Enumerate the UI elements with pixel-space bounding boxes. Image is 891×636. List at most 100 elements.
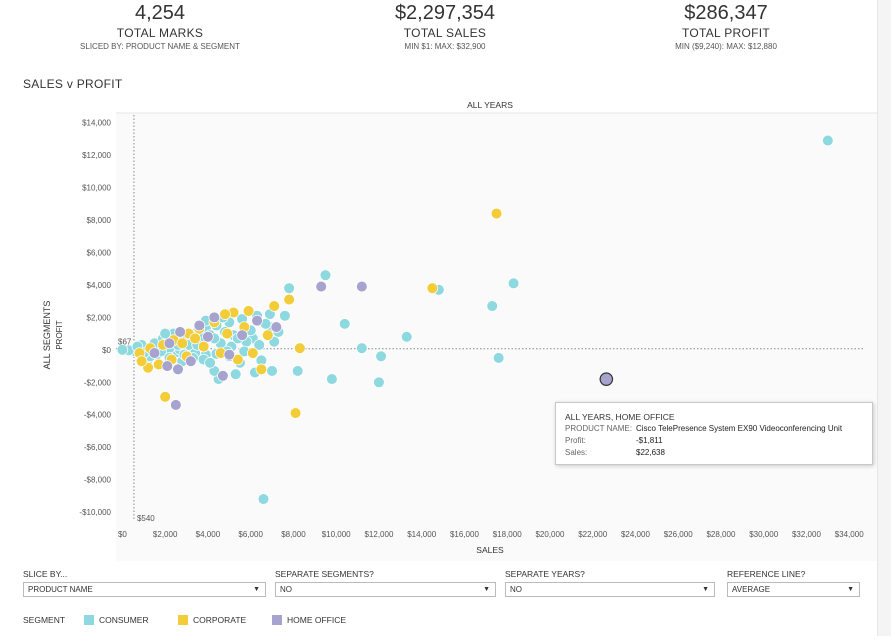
data-point-corporate[interactable] bbox=[283, 293, 295, 306]
data-point-home-office[interactable] bbox=[172, 363, 184, 376]
legend-label-home-office: HOME OFFICE bbox=[287, 615, 347, 625]
chart-title: SALES v PROFIT bbox=[23, 77, 123, 91]
data-point-consumer[interactable] bbox=[229, 368, 242, 380]
data-point-corporate[interactable] bbox=[197, 340, 210, 353]
kpi-total-sales: $2,297,354 TOTAL SALES MIN $1: MAX: $32,… bbox=[315, 0, 575, 53]
x-tick-label: $0 bbox=[118, 530, 127, 539]
data-point-home-office[interactable] bbox=[193, 319, 206, 332]
data-point-consumer[interactable] bbox=[375, 350, 387, 363]
tooltip-product-label: PRODUCT NAME: bbox=[565, 424, 632, 433]
data-point-consumer[interactable] bbox=[373, 376, 385, 389]
data-point-consumer[interactable] bbox=[326, 373, 338, 385]
separate-segments-control: SEPARATE SEGMENTS? NO ▼ bbox=[275, 569, 496, 597]
data-point-corporate[interactable] bbox=[176, 337, 189, 350]
data-point-consumer[interactable] bbox=[338, 318, 351, 330]
slice-by-label: SLICE BY... bbox=[23, 569, 68, 579]
highlighted-data-point[interactable] bbox=[599, 372, 614, 386]
data-point-home-office[interactable] bbox=[163, 337, 176, 350]
data-point-home-office[interactable] bbox=[148, 347, 161, 359]
separate-years-select[interactable]: NO ▼ bbox=[505, 582, 715, 597]
scrollbar[interactable] bbox=[877, 0, 891, 636]
data-point-consumer[interactable] bbox=[116, 344, 129, 356]
kpi-total-marks-label: TOTAL MARKS bbox=[116, 26, 204, 40]
data-point-consumer[interactable] bbox=[159, 327, 171, 340]
data-point-consumer[interactable] bbox=[266, 365, 278, 377]
data-point-corporate[interactable] bbox=[294, 342, 306, 354]
data-point-consumer[interactable] bbox=[283, 282, 295, 294]
data-point-consumer[interactable] bbox=[400, 331, 413, 343]
y-tick-label: $0 bbox=[102, 346, 111, 355]
data-point-corporate[interactable] bbox=[159, 391, 171, 403]
data-point-home-office[interactable] bbox=[270, 321, 283, 333]
data-point-consumer[interactable] bbox=[492, 352, 505, 364]
data-point-home-office[interactable] bbox=[185, 355, 197, 367]
data-point-consumer[interactable] bbox=[279, 310, 291, 322]
data-point-home-office[interactable] bbox=[356, 280, 368, 293]
y-tick-label: $4,000 bbox=[87, 281, 112, 290]
data-point-corporate[interactable] bbox=[255, 363, 268, 376]
y-tick-label: $10,000 bbox=[82, 184, 111, 193]
data-point-consumer[interactable] bbox=[253, 339, 265, 351]
scatter-points bbox=[116, 134, 834, 505]
data-point-corporate[interactable] bbox=[268, 300, 280, 312]
data-point-home-office[interactable] bbox=[208, 311, 221, 324]
data-point-corporate[interactable] bbox=[262, 329, 274, 341]
data-point-home-office[interactable] bbox=[170, 399, 182, 411]
sales-profit-scatter-chart[interactable]: ALL YEARS ALL SEGMENTS PROFIT SALES $14,… bbox=[0, 95, 877, 561]
legend-item-home-office[interactable]: HOME OFFICE bbox=[272, 615, 346, 625]
x-tick-label: $24,000 bbox=[621, 530, 650, 539]
data-point-consumer[interactable] bbox=[204, 357, 216, 369]
separate-years-label: SEPARATE YEARS? bbox=[505, 569, 585, 579]
tooltip-profit-value: -$1,811 bbox=[636, 436, 663, 445]
y-tick-label: $6,000 bbox=[87, 248, 112, 257]
slice-by-select[interactable]: PRODUCT NAME ▼ bbox=[23, 582, 266, 597]
data-point-corporate[interactable] bbox=[189, 332, 201, 345]
data-point-home-office[interactable] bbox=[223, 348, 236, 361]
x-tick-label: $12,000 bbox=[364, 530, 393, 539]
data-point-home-office[interactable] bbox=[236, 329, 248, 341]
y-tick-label: -$10,000 bbox=[79, 508, 111, 517]
reference-line-select[interactable]: AVERAGE ▼ bbox=[727, 582, 860, 597]
tooltip-sales-label: Sales: bbox=[565, 448, 588, 457]
data-point-home-office[interactable] bbox=[251, 314, 263, 327]
panel-header: ALL YEARS bbox=[467, 100, 513, 110]
x-tick-label: $10,000 bbox=[322, 530, 351, 539]
data-point-corporate[interactable] bbox=[221, 327, 233, 340]
kpi-total-sales-label: TOTAL SALES bbox=[403, 26, 487, 40]
kpi-total-profit-sub: MIN ($9,240): MAX: $12,880 bbox=[675, 42, 777, 51]
data-point-home-office[interactable] bbox=[315, 280, 327, 293]
data-point-consumer[interactable] bbox=[507, 277, 520, 290]
x-tick-label: $8,000 bbox=[281, 530, 306, 539]
data-point-consumer[interactable] bbox=[356, 342, 368, 354]
data-point-corporate[interactable] bbox=[219, 308, 231, 320]
data-point-consumer[interactable] bbox=[291, 365, 304, 377]
legend-swatch-home-office bbox=[272, 615, 282, 625]
data-point-corporate[interactable] bbox=[289, 407, 302, 419]
data-point-corporate[interactable] bbox=[135, 355, 148, 367]
y-tick-label: -$2,000 bbox=[84, 378, 112, 387]
legend-item-corporate[interactable]: CORPORATE bbox=[178, 615, 246, 625]
data-point-corporate[interactable] bbox=[490, 207, 503, 220]
y-tick-label: -$6,000 bbox=[84, 443, 112, 452]
data-point-home-office[interactable] bbox=[217, 370, 229, 382]
chevron-down-icon: ▼ bbox=[847, 586, 854, 593]
data-point-consumer[interactable] bbox=[486, 300, 498, 312]
data-point-home-office[interactable] bbox=[161, 360, 174, 372]
kpi-total-marks-value: 4,254 bbox=[134, 2, 186, 24]
data-point-corporate[interactable] bbox=[242, 305, 255, 317]
data-point-corporate[interactable] bbox=[232, 353, 244, 366]
data-point-home-office[interactable] bbox=[202, 331, 214, 343]
row-header: ALL SEGMENTS bbox=[42, 301, 52, 370]
x-tick-label: $28,000 bbox=[706, 530, 735, 539]
data-point-consumer[interactable] bbox=[257, 493, 270, 505]
separate-segments-value: NO bbox=[280, 585, 292, 594]
separate-segments-select[interactable]: NO ▼ bbox=[275, 582, 496, 597]
data-point-corporate[interactable] bbox=[426, 282, 439, 294]
kpi-total-profit-value: $286,347 bbox=[684, 2, 768, 24]
data-point-home-office[interactable] bbox=[174, 326, 186, 338]
legend-item-consumer[interactable]: CONSUMER bbox=[84, 615, 149, 625]
data-point-consumer[interactable] bbox=[319, 269, 332, 281]
x-tick-label: $20,000 bbox=[535, 530, 564, 539]
data-point-consumer[interactable] bbox=[822, 134, 834, 147]
data-point-corporate[interactable] bbox=[247, 347, 259, 359]
